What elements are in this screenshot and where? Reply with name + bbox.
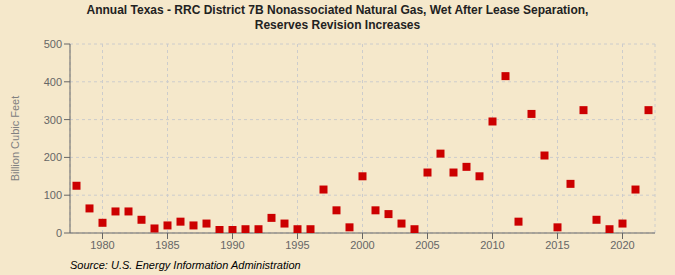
html-text:Reserves Revision Increases: Reserves Revision Increases [254, 18, 421, 32]
svg-text:2005: 2005 [415, 239, 439, 251]
svg-text:Billion Cubic Feet: Billion Cubic Feet [9, 96, 21, 182]
svg-text:0: 0 [56, 227, 62, 239]
html-text:Annual Texas - RRC District 7B: Annual Texas - RRC District 7B Nonassoci… [86, 3, 589, 17]
svg-text:1995: 1995 [285, 239, 309, 251]
svg-text:2015: 2015 [545, 239, 569, 251]
svg-text:1980: 1980 [90, 239, 114, 251]
svg-text:300: 300 [44, 114, 62, 126]
svg-text:1985: 1985 [155, 239, 179, 251]
svg-text:400: 400 [44, 76, 62, 88]
svg-text:2010: 2010 [480, 239, 504, 251]
svg-text:2000: 2000 [350, 239, 374, 251]
svg-text:2020: 2020 [610, 239, 634, 251]
html-text:Source: U.S. Energy Informatio: Source: U.S. Energy Information Administ… [70, 259, 301, 271]
svg-text:200: 200 [44, 151, 62, 163]
svg-text:1990: 1990 [220, 239, 244, 251]
svg-text:500: 500 [44, 38, 62, 50]
svg-text:100: 100 [44, 189, 62, 201]
